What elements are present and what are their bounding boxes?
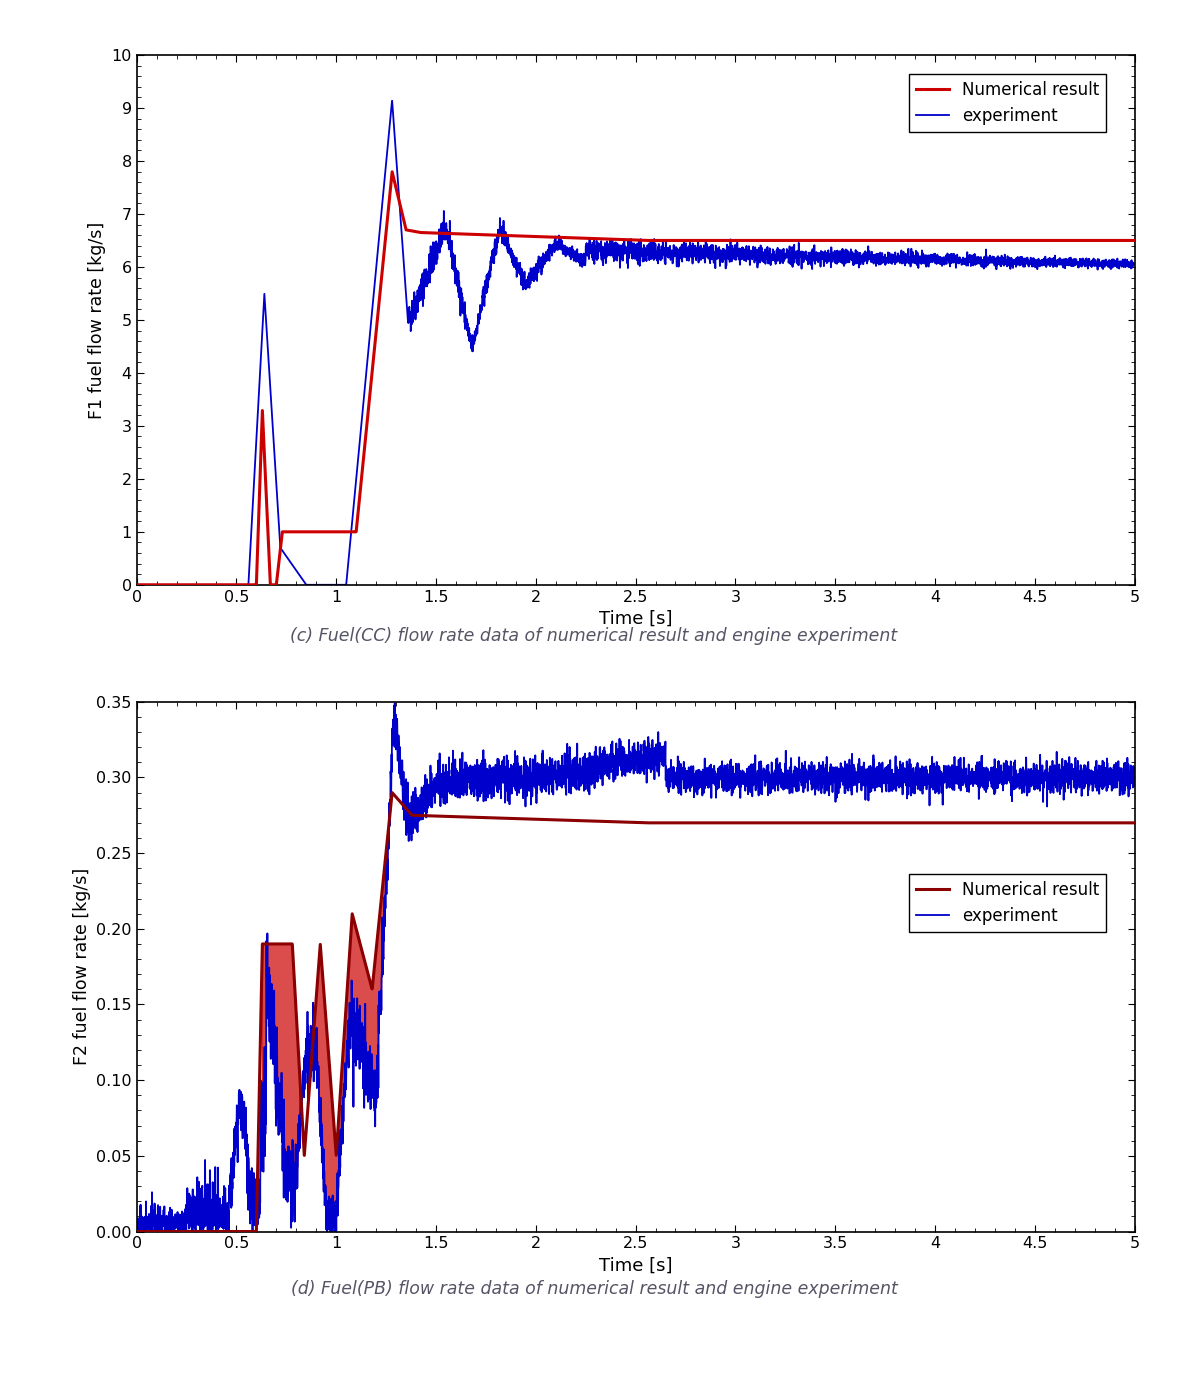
experiment: [385, 92, 399, 109]
Numerical result: [129, 1223, 144, 1240]
experiment: [311, 577, 326, 593]
experiment: [728, 769, 742, 786]
experiment: [728, 252, 742, 268]
Numerical result: [385, 164, 399, 180]
X-axis label: Time [s]: Time [s]: [599, 1256, 672, 1276]
Line: Numerical result: Numerical result: [137, 172, 1135, 585]
Numerical result: [311, 967, 326, 984]
Numerical result: [950, 815, 965, 831]
Legend: Numerical result, experiment: Numerical result, experiment: [909, 74, 1106, 132]
Text: (c) Fuel(CC) flow rate data of numerical result and engine experiment: (c) Fuel(CC) flow rate data of numerical…: [290, 626, 898, 645]
experiment: [511, 260, 525, 277]
experiment: [874, 769, 889, 786]
experiment: [511, 765, 525, 782]
Numerical result: [778, 233, 792, 249]
experiment: [129, 1218, 144, 1234]
experiment: [950, 766, 965, 783]
Numerical result: [1127, 815, 1142, 831]
Numerical result: [511, 227, 525, 244]
Numerical result: [728, 815, 742, 831]
experiment: [1127, 769, 1142, 786]
Y-axis label: F1 fuel flow rate [kg/s]: F1 fuel flow rate [kg/s]: [88, 222, 106, 418]
Y-axis label: F2 fuel flow rate [kg/s]: F2 fuel flow rate [kg/s]: [72, 868, 90, 1065]
Numerical result: [1127, 233, 1142, 249]
Numerical result: [129, 577, 144, 593]
experiment: [874, 252, 889, 268]
Line: experiment: experiment: [137, 703, 1135, 1259]
Numerical result: [950, 233, 965, 249]
experiment: [329, 1251, 343, 1267]
experiment: [778, 249, 792, 266]
experiment: [311, 1069, 326, 1086]
Numerical result: [874, 815, 889, 831]
experiment: [129, 577, 144, 593]
experiment: [1127, 256, 1142, 272]
Text: (d) Fuel(PB) flow rate data of numerical result and engine experiment: (d) Fuel(PB) flow rate data of numerical…: [291, 1280, 897, 1299]
experiment: [779, 779, 794, 795]
X-axis label: Time [s]: Time [s]: [599, 610, 672, 629]
experiment: [950, 246, 965, 263]
Numerical result: [511, 810, 525, 827]
Numerical result: [728, 233, 742, 249]
Numerical result: [385, 784, 399, 801]
Legend: Numerical result, experiment: Numerical result, experiment: [909, 874, 1106, 932]
Numerical result: [874, 233, 889, 249]
Numerical result: [311, 524, 326, 541]
Numerical result: [778, 815, 792, 831]
Line: Numerical result: Numerical result: [137, 793, 1135, 1232]
Line: experiment: experiment: [137, 100, 1135, 585]
experiment: [387, 695, 402, 711]
